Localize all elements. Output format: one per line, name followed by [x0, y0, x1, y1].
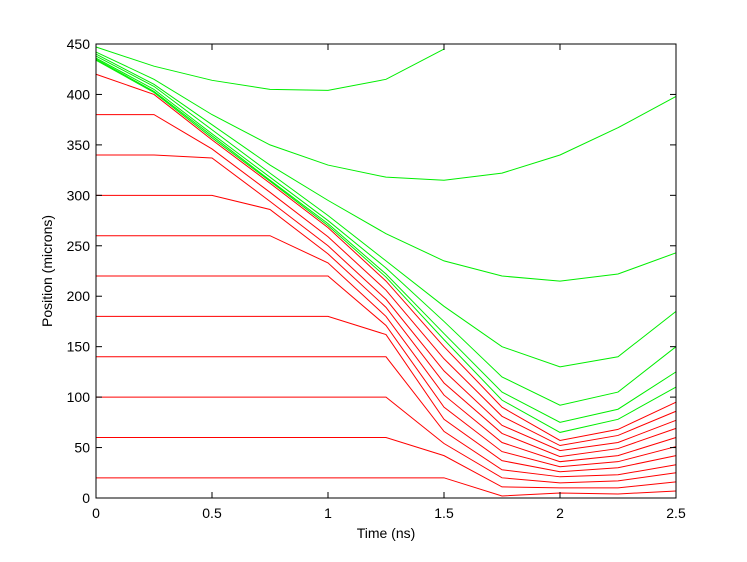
data-line — [95, 51, 677, 181]
data-line — [96, 315, 677, 473]
y-tick-label: 150 — [67, 339, 91, 355]
y-tick-label: 350 — [67, 137, 91, 153]
y-tick-label: 0 — [82, 490, 90, 506]
data-line — [96, 477, 677, 497]
data-line — [96, 275, 677, 468]
y-tick-label: 50 — [74, 440, 90, 456]
x-tick-label: 1.5 — [434, 505, 454, 521]
y-tick-label: 300 — [67, 187, 91, 203]
data-line — [96, 396, 677, 484]
x-axis-label: Time (ns) — [357, 525, 416, 541]
data-line — [95, 59, 677, 433]
plot-frame — [95, 43, 677, 499]
y-axis-label: Position (microns) — [39, 215, 55, 327]
data-line — [95, 55, 677, 368]
data-line — [95, 46, 445, 91]
data-line — [96, 194, 677, 458]
data-line — [96, 154, 677, 452]
x-tick-label: 0 — [92, 505, 100, 521]
data-line — [95, 57, 677, 406]
x-tick-label: 2 — [556, 505, 564, 521]
x-tick-label: 0.5 — [202, 505, 222, 521]
data-line — [96, 235, 677, 463]
y-tick-label: 200 — [67, 288, 91, 304]
data-line — [96, 436, 677, 489]
x-tick-label: 1 — [324, 505, 332, 521]
data-line — [95, 73, 677, 442]
y-tick-label: 100 — [67, 389, 91, 405]
x-tick-label: 2.5 — [666, 505, 686, 521]
data-line — [96, 114, 677, 447]
data-line — [95, 53, 677, 282]
y-tick-label: 450 — [67, 36, 91, 52]
y-tick-label: 400 — [67, 86, 91, 102]
data-line — [96, 356, 677, 478]
data-line — [95, 58, 677, 423]
y-tick-label: 250 — [67, 238, 91, 254]
